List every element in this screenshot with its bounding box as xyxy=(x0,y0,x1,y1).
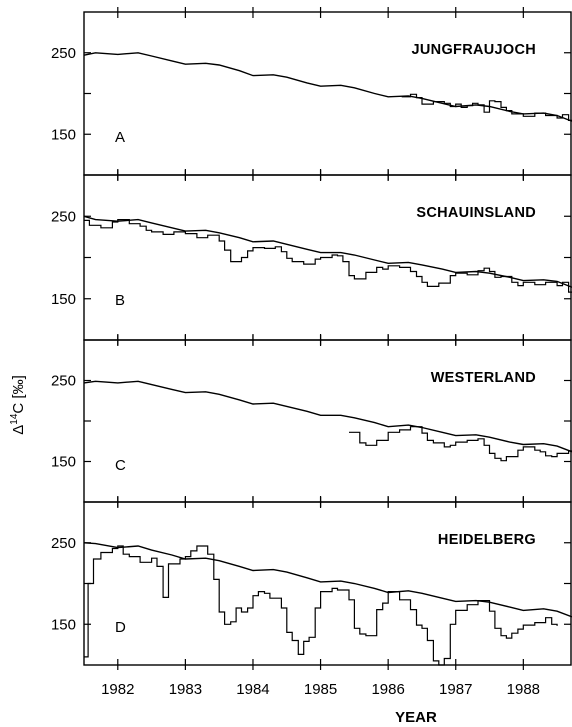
panel-letter: D xyxy=(115,619,126,636)
y-tick-label: 250 xyxy=(51,208,76,225)
trend-line-d xyxy=(83,542,572,618)
y-tick-label: 150 xyxy=(51,126,76,143)
measured-step-line-c xyxy=(349,426,572,462)
y-tick-label: 250 xyxy=(51,535,76,552)
panel-b: 150 250 SCHAUINSLAND B xyxy=(51,170,572,345)
x-tick-labels: 1982 1983 1984 1985 1986 1987 1988 xyxy=(101,681,540,698)
station-label: HEIDELBERG xyxy=(438,532,536,548)
panel-d: 150 250 HEIDELBERG D xyxy=(51,497,572,670)
measured-step-line-a xyxy=(401,93,572,121)
x-tick-label: 1988 xyxy=(507,681,540,698)
y-tick-label: 250 xyxy=(51,45,76,62)
measured-step-line-d xyxy=(84,545,558,666)
y-tick-label: 150 xyxy=(51,291,76,308)
x-tick-label: 1987 xyxy=(439,681,472,698)
station-label: SCHAUINSLAND xyxy=(416,205,536,221)
panel-letter: B xyxy=(115,292,125,309)
panel-a: 150 250 JUNGFRAUJOCH A xyxy=(51,7,572,180)
y-label-rest: C [‰] xyxy=(10,375,27,413)
trend-line-b xyxy=(83,215,572,288)
y-tick-label: 150 xyxy=(51,616,76,633)
y-tick-label: 250 xyxy=(51,373,76,390)
y-axis-label: Δ14C [‰] xyxy=(9,375,27,435)
x-tick-label: 1985 xyxy=(304,681,337,698)
panel-frame xyxy=(83,11,572,176)
panel-letter: C xyxy=(115,457,126,474)
panel-frame xyxy=(83,339,572,503)
x-tick-label: 1984 xyxy=(236,681,269,698)
panel-letter: A xyxy=(115,129,125,146)
x-tick-label: 1982 xyxy=(101,681,134,698)
panel-c: 150 250 WESTERLAND C xyxy=(51,335,572,507)
station-label: JUNGFRAUJOCH xyxy=(412,42,536,58)
y-tick-label: 150 xyxy=(51,454,76,471)
trend-line-c xyxy=(83,380,572,453)
trend-line-a xyxy=(83,52,572,122)
panel-frame xyxy=(83,501,572,666)
x-tick-label: 1983 xyxy=(169,681,202,698)
y-label-delta: Δ xyxy=(10,425,27,435)
y-label-superscript: 14 xyxy=(9,413,20,425)
measured-step-line-b xyxy=(84,219,572,293)
x-axis-label: YEAR xyxy=(395,709,437,726)
x-tick-label: 1986 xyxy=(371,681,404,698)
station-label: WESTERLAND xyxy=(431,370,536,386)
